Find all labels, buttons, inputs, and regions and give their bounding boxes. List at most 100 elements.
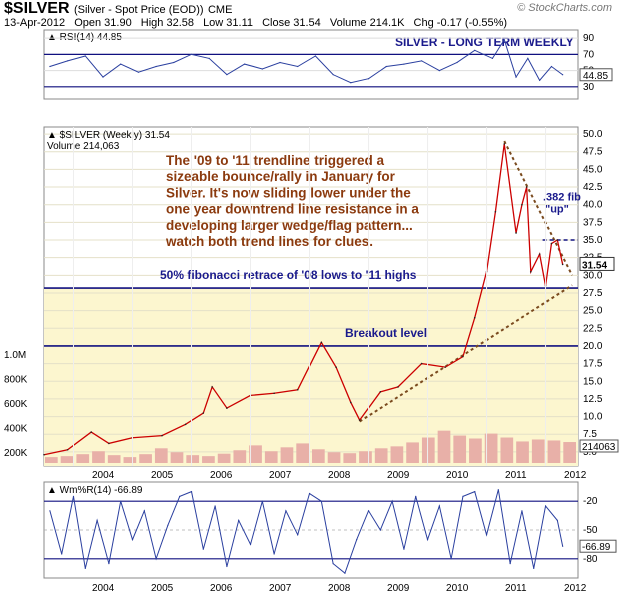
volume-bar	[312, 449, 325, 463]
rsi-title: ▲ RSI(14) 44.85	[47, 32, 122, 43]
williams-x-tick: 2007	[269, 583, 292, 594]
williams-point	[521, 510, 523, 512]
rsi-point	[421, 60, 423, 62]
williams-last-value: -66.89	[582, 542, 611, 553]
rsi-point	[155, 65, 157, 68]
ohlc-summary: 13-Apr-2012 Open 31.90 High 32.58 Low 31…	[4, 17, 513, 29]
williams-point	[556, 519, 558, 522]
rsi-point	[314, 55, 317, 57]
volume-bar	[343, 453, 357, 463]
rsi-point	[67, 60, 69, 62]
breakout-level-label: Breakout level	[345, 326, 427, 340]
volume-y-tick: 400K	[4, 424, 28, 435]
stockcharts-watermark: © StockCharts.com	[517, 2, 612, 14]
williams-x-tick: 2010	[446, 583, 469, 594]
price-x-tick: 2005	[151, 470, 174, 481]
price-point	[529, 270, 532, 273]
change-label: Chg -0.17 (-0.55%)	[413, 17, 508, 29]
williams-point	[167, 524, 169, 526]
volume-legend: Volume 214,063	[47, 141, 120, 152]
rsi-y-tick: 90	[583, 33, 595, 44]
williams-point	[474, 491, 476, 493]
price-point	[108, 442, 110, 445]
williams-point	[344, 572, 346, 574]
rsi-point	[550, 65, 553, 68]
williams-point	[273, 553, 275, 555]
volume-y-tick: 800K	[4, 375, 28, 386]
volume-bar	[437, 430, 451, 463]
williams-point	[415, 495, 417, 497]
williams-point	[214, 505, 216, 507]
rsi-panel-frame	[43, 29, 579, 100]
price-point	[561, 263, 564, 266]
williams-point	[190, 491, 193, 493]
price-point	[494, 210, 497, 213]
volume-last-value: 214063	[582, 442, 616, 453]
instrument-name: (Silver - Spot Price (EOD))	[73, 4, 204, 16]
rsi-point	[367, 78, 370, 80]
rsi-overlay-label: SILVER - LONG TERM WEEKLY	[395, 35, 574, 49]
volume-bar	[563, 442, 576, 463]
volume-bar	[92, 451, 105, 463]
williams-point	[131, 539, 134, 541]
williams-y-tick: -50	[583, 525, 598, 536]
price-point	[397, 386, 399, 388]
fib-retrace-label: 50% fibonacci retrace of '08 lows to '11…	[160, 268, 417, 282]
high-label: High 32.58	[140, 17, 194, 29]
volume-bar	[484, 433, 498, 463]
volume-bar	[123, 457, 137, 463]
rsi-point	[102, 76, 104, 78]
volume-y-tick: 600K	[4, 399, 28, 410]
price-y-tick: 20.0	[583, 341, 603, 352]
price-point	[273, 392, 275, 395]
price-y-tick: 10.0	[583, 412, 603, 423]
price-point	[66, 448, 69, 451]
williams-point	[120, 500, 122, 502]
williams-point	[238, 519, 240, 522]
price-point	[515, 232, 517, 234]
price-point	[550, 242, 553, 245]
williams-point	[108, 563, 110, 565]
volume-bar	[139, 454, 152, 463]
price-point	[320, 341, 323, 344]
date-label: 13-Apr-2012	[4, 17, 66, 29]
chart-symbol: $SILVER (Silver - Spot Price (EOD)) CME	[4, 0, 232, 18]
low-label: Low 31.11	[203, 17, 254, 29]
volume-bar	[516, 441, 529, 463]
price-point	[503, 143, 506, 145]
price-point	[211, 386, 213, 388]
williams-last-box	[579, 539, 617, 553]
williams-point	[84, 567, 86, 570]
williams-point	[485, 534, 488, 536]
volume-bar	[469, 438, 482, 463]
volume-bar	[359, 451, 372, 463]
rsi-point	[503, 39, 505, 41]
williams-point	[379, 529, 381, 531]
close-label: Close 31.54	[262, 17, 321, 29]
price-last-value: 31.54	[582, 260, 607, 271]
williams-x-tick: 2004	[92, 583, 115, 594]
williams-point	[450, 558, 452, 560]
price-y-tick: 35.0	[583, 235, 603, 246]
volume-bar	[186, 455, 200, 463]
price-y-tick: 45.0	[583, 164, 603, 175]
rsi-point	[539, 79, 541, 81]
rsi-point	[491, 57, 494, 60]
volume-bar	[453, 435, 467, 463]
rsi-point	[438, 69, 440, 72]
volume-label: Volume 214.1K	[329, 17, 405, 29]
volume-bar	[374, 448, 388, 463]
volume-bar	[217, 453, 231, 463]
williams-point	[308, 492, 311, 495]
volume-bar	[76, 454, 90, 463]
williams-x-tick: 2006	[210, 583, 233, 594]
rsi-point	[208, 57, 210, 60]
volume-bar	[296, 443, 309, 463]
volume-bar	[531, 439, 545, 463]
rsi-point	[515, 76, 517, 78]
williams-point	[96, 519, 98, 522]
williams-title: ▲ Wm%R(14) -66.89	[47, 485, 143, 496]
volume-bar	[202, 456, 215, 463]
price-point	[90, 431, 93, 433]
price-point	[161, 434, 163, 437]
